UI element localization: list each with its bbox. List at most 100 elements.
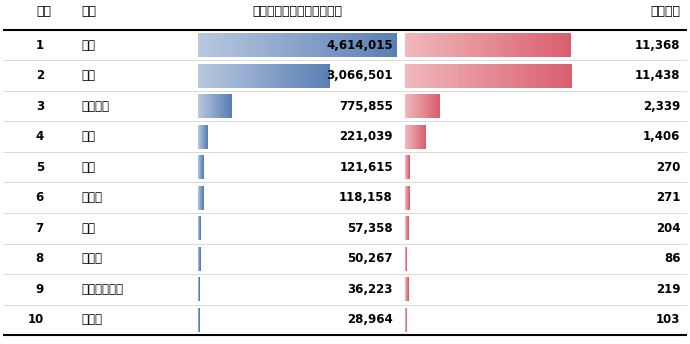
Bar	[435, 94, 436, 118]
Bar	[273, 64, 274, 88]
Bar	[406, 64, 408, 88]
Bar	[421, 125, 422, 149]
Bar	[198, 216, 199, 240]
Bar	[418, 33, 420, 57]
Bar	[209, 94, 210, 118]
Bar	[515, 33, 517, 57]
Bar	[204, 125, 205, 149]
Bar	[406, 308, 407, 332]
Bar	[406, 247, 407, 271]
Bar	[466, 33, 468, 57]
Bar	[406, 277, 407, 301]
Bar	[217, 33, 218, 57]
Bar	[514, 64, 515, 88]
Bar	[377, 33, 378, 57]
Bar	[335, 33, 337, 57]
Bar	[199, 247, 200, 271]
Bar	[433, 33, 435, 57]
Bar	[218, 94, 219, 118]
Bar	[410, 125, 411, 149]
Bar	[262, 33, 263, 57]
Bar	[486, 33, 487, 57]
Bar	[406, 247, 407, 271]
Bar	[199, 216, 200, 240]
Bar	[200, 125, 201, 149]
Bar	[199, 277, 200, 301]
Bar	[406, 308, 407, 332]
Bar	[198, 247, 199, 271]
Bar	[199, 186, 200, 209]
Bar	[411, 125, 412, 149]
Bar	[198, 308, 199, 332]
Bar	[336, 33, 337, 57]
Bar	[406, 216, 407, 240]
Bar	[198, 216, 199, 240]
Bar	[198, 216, 199, 240]
Bar	[200, 247, 201, 271]
Bar	[482, 64, 483, 88]
Bar	[207, 94, 208, 118]
Bar	[198, 277, 199, 301]
Bar	[413, 125, 415, 149]
Bar	[198, 308, 199, 332]
Bar	[407, 277, 408, 301]
Bar	[200, 216, 201, 240]
Bar	[206, 125, 207, 149]
Bar	[198, 125, 199, 149]
Bar	[223, 94, 224, 118]
Bar	[427, 94, 428, 118]
Bar	[279, 33, 281, 57]
Bar	[200, 186, 201, 209]
Bar	[332, 33, 333, 57]
Bar	[198, 125, 199, 149]
Bar	[199, 247, 200, 271]
Bar	[417, 125, 418, 149]
Text: 順位: 順位	[37, 5, 51, 18]
Bar	[480, 33, 481, 57]
Bar	[407, 186, 408, 209]
Bar	[553, 33, 554, 57]
Bar	[321, 33, 323, 57]
Bar	[409, 155, 410, 179]
Bar	[201, 186, 202, 209]
Bar	[342, 33, 344, 57]
Bar	[497, 64, 499, 88]
Bar	[406, 155, 407, 179]
Bar	[405, 216, 406, 240]
Bar	[406, 308, 407, 332]
Bar	[429, 64, 431, 88]
Bar	[205, 125, 206, 149]
Bar	[405, 247, 406, 271]
Bar	[384, 33, 386, 57]
Bar	[199, 277, 200, 301]
Bar	[486, 64, 488, 88]
Bar	[201, 155, 202, 179]
Bar	[456, 33, 457, 57]
Bar	[199, 186, 200, 209]
Bar	[198, 216, 199, 240]
Bar	[201, 186, 202, 209]
Bar	[477, 33, 478, 57]
Bar	[406, 247, 407, 271]
Bar	[202, 155, 203, 179]
Bar	[209, 94, 210, 118]
Bar	[198, 308, 199, 332]
Bar	[203, 125, 204, 149]
Bar	[407, 277, 408, 301]
Bar	[407, 155, 408, 179]
Bar	[199, 308, 200, 332]
Bar	[230, 94, 232, 118]
Bar	[436, 64, 437, 88]
Bar	[198, 247, 199, 271]
Bar	[201, 186, 202, 209]
Bar	[406, 308, 407, 332]
Bar	[201, 155, 202, 179]
Bar	[203, 155, 204, 179]
Bar	[343, 33, 344, 57]
Bar	[199, 64, 201, 88]
Bar	[416, 125, 417, 149]
Bar	[206, 94, 207, 118]
Bar	[447, 33, 448, 57]
Bar	[406, 94, 407, 118]
Bar	[417, 33, 418, 57]
